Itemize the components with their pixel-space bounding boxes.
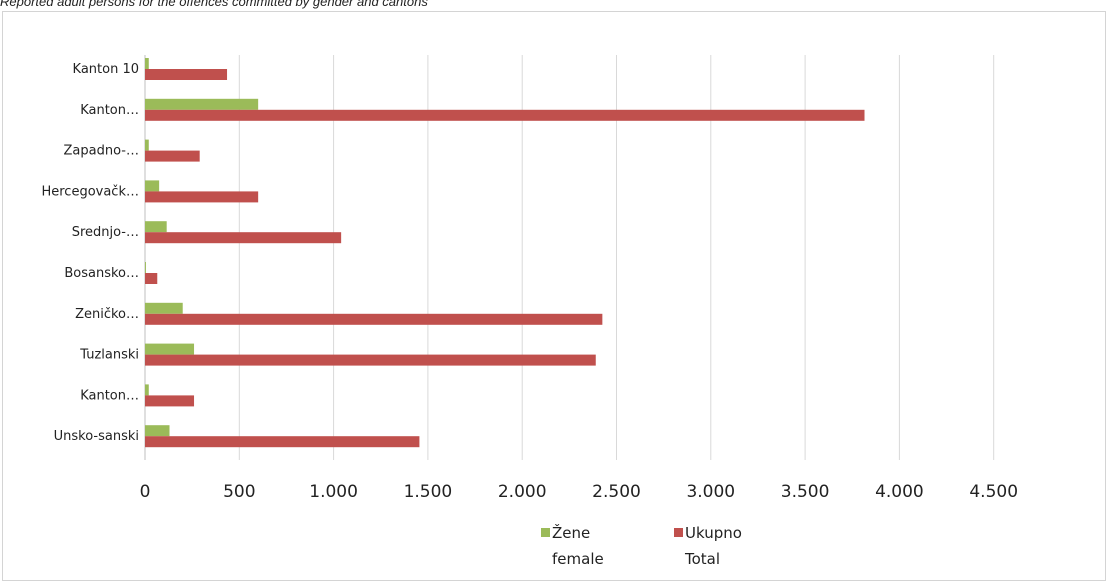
legend-label-line2: Total [684,550,720,568]
x-tick-label: 4.500 [969,482,1018,502]
category-label: Bosansko… [64,266,139,281]
legend-label-line2: female [552,550,604,568]
x-tick-label: 500 [223,482,255,502]
category-label: Unsko-sanski [54,429,139,444]
x-tick-label: 2.000 [498,482,547,502]
x-tick-label: 0 [140,482,151,502]
bar-total [145,314,602,325]
legend: Žene female Ukupno Total [541,523,742,568]
bar-total [145,436,419,447]
bar-female [145,344,194,355]
legend-swatch [541,528,550,537]
category-labels: Kanton 10 Kanton… Zapadno-… Hercegovačk… Sre… [41,62,139,444]
bar-total [145,273,157,284]
category-label: Zapadno-… [64,144,139,159]
category-label: Kanton… [80,388,139,403]
bar-female [145,384,149,395]
legend-label-line1: Žene [552,523,590,542]
bar-total [145,110,865,121]
category-label: Zeničko… [75,307,139,322]
category-label: Srednjo-… [72,225,139,240]
bar-female [145,58,149,69]
category-label: Hercegovačk… [41,184,139,199]
bar-total [145,191,258,202]
bar-female [145,140,149,151]
legend-item-total: Ukupno Total [674,524,742,568]
bar-total [145,69,227,80]
bar-female [145,262,146,273]
bar-total [145,151,200,162]
category-label: Kanton 10 [73,62,139,77]
bar-female [145,303,183,314]
bars [145,58,865,447]
bar-female [145,221,167,232]
category-label: Kanton… [80,103,139,118]
x-tick-label: 1.500 [404,482,453,502]
bar-female [145,425,170,436]
x-tick-labels: 0 500 1.000 1.500 2.000 2.500 3.000 3.500 4.000 4… [140,482,1018,502]
x-tick-label: 2.500 [592,482,641,502]
bar-total [145,232,341,243]
bar-total [145,355,596,366]
bar-female [145,99,258,110]
bar-total [145,395,194,406]
legend-swatch [674,528,683,537]
x-tick-label: 3.000 [686,482,735,502]
x-tick-label: 4.000 [875,482,924,502]
legend-label-line1: Ukupno [685,524,742,542]
bar-female [145,180,159,191]
category-label: Tuzlanski [79,348,139,363]
x-tick-label: 3.500 [781,482,830,502]
legend-item-female: Žene female [541,523,604,568]
x-tick-label: 1.000 [309,482,358,502]
